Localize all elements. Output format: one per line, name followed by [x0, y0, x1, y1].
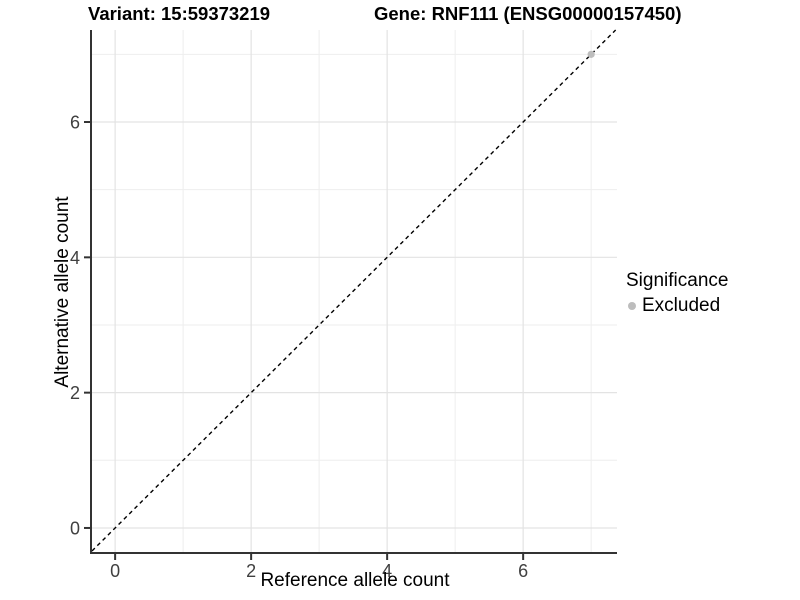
identity-reference-line — [91, 29, 617, 552]
x-tick-label: 6 — [518, 561, 528, 581]
x-tick-label: 0 — [110, 561, 120, 581]
legend-item-excluded: Excluded — [626, 295, 728, 317]
plot-title-gene: Gene: RNF111 (ENSG00000157450) — [374, 3, 682, 24]
panel-background — [92, 30, 617, 553]
legend-point-icon — [628, 302, 636, 310]
y-tick-label: 0 — [70, 518, 80, 538]
x-tick-label: 4 — [382, 561, 392, 581]
x-tick-label: 2 — [246, 561, 256, 581]
x-axis-title: Reference allele count — [260, 570, 450, 591]
y-tick-label: 4 — [70, 248, 80, 268]
y-axis-title: Alternative allele count — [52, 196, 73, 388]
data-point-excluded — [587, 50, 595, 58]
legend-title: Significance — [626, 270, 729, 291]
legend-item-label: Excluded — [642, 295, 721, 316]
y-tick-label: 6 — [70, 113, 80, 133]
plot-title-variant: Variant: 15:59373219 — [88, 3, 271, 24]
legend: Significance Excluded — [626, 270, 728, 317]
y-tick-label: 2 — [70, 383, 80, 403]
